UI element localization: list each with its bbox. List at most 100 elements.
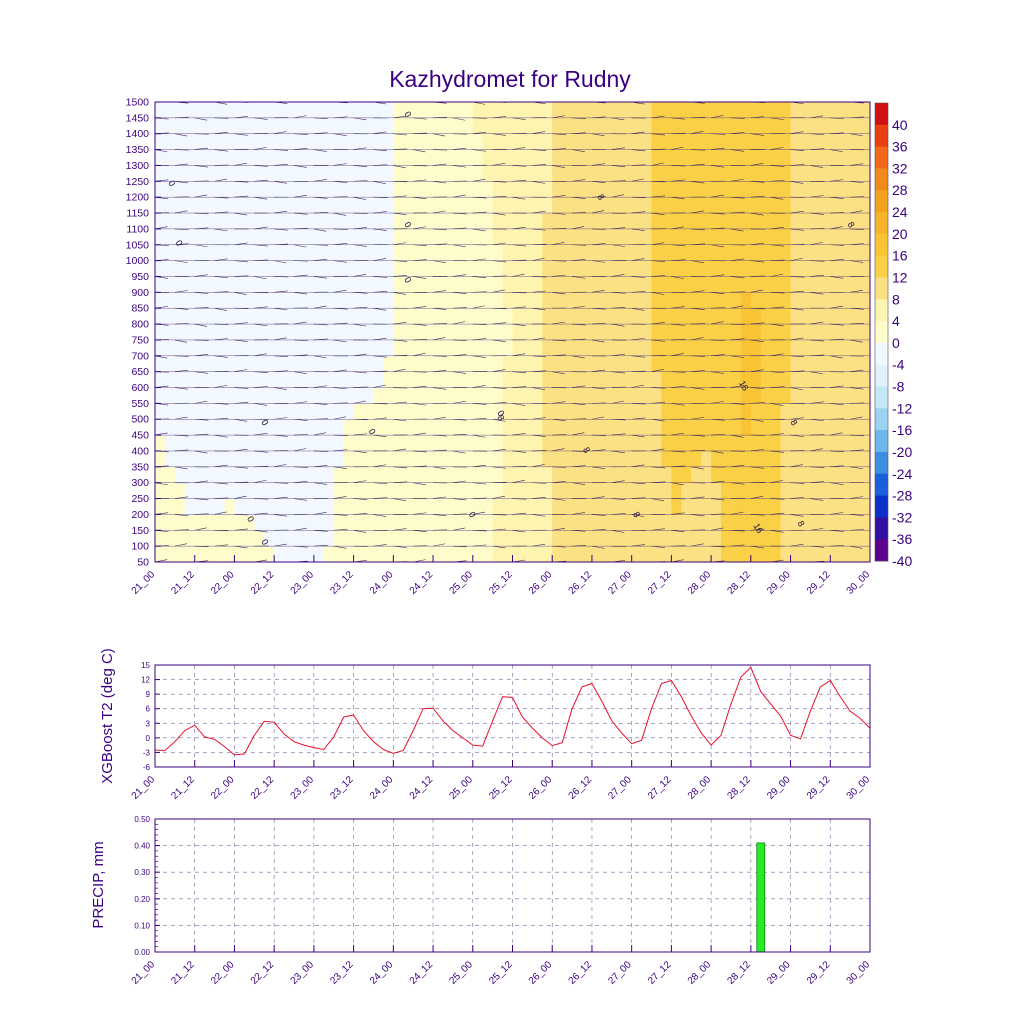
heatmap-cell [482, 292, 494, 309]
heatmap-cell [611, 308, 623, 325]
heatmap-cell [512, 498, 524, 516]
heatmap-cell [552, 244, 563, 262]
heatmap-cell [343, 514, 355, 531]
heatmap-cell [164, 260, 176, 278]
heatmap-cell [671, 466, 682, 484]
heatmap-cell [472, 387, 484, 404]
wind-barb [572, 149, 585, 152]
wind-barb [631, 544, 645, 547]
heatmap-y-tick-label: 1300 [126, 160, 150, 172]
heatmap-cell [730, 197, 742, 214]
heatmap-cell [730, 482, 742, 500]
heatmap-cell [502, 530, 514, 547]
heatmap-cell [760, 117, 772, 135]
contour-label: 8 [796, 519, 807, 528]
heatmap-cell [234, 165, 245, 182]
wind-barb [532, 543, 546, 547]
heatmap-cell [264, 403, 275, 420]
wind-barb [293, 418, 308, 421]
wind-barb [651, 275, 666, 277]
heatmap-cell [343, 403, 355, 420]
wind-barb [512, 450, 526, 453]
heatmap-y-tick-label: 300 [131, 477, 149, 489]
heatmap-cell [860, 546, 870, 562]
heatmap-cell [155, 292, 166, 309]
heatmap-cell [770, 133, 782, 151]
heatmap-cell [164, 308, 176, 325]
heatmap-cell [691, 387, 702, 404]
heatmap-cell [303, 165, 315, 182]
heatmap-cell [174, 308, 186, 325]
heatmap-cell [621, 292, 633, 309]
heatmap-cell [740, 403, 752, 420]
heatmap-cell [552, 498, 563, 516]
heatmap-cell [254, 419, 265, 436]
wind-barb [274, 434, 288, 437]
wind-barb [691, 355, 706, 357]
wind-barb [770, 353, 784, 357]
heatmap-cell [810, 339, 821, 357]
wind-barb [552, 195, 566, 198]
heatmap-cell [860, 165, 870, 182]
heatmap-cell [651, 546, 663, 562]
heatmap-cell [850, 324, 861, 341]
heatmap-cell [264, 213, 275, 230]
wind-barb [591, 243, 606, 246]
heatmap-cell [730, 435, 742, 452]
wind-barb [214, 403, 229, 405]
heatmap-cell [582, 133, 593, 151]
heatmap-cell [810, 403, 821, 420]
wind-barb [790, 514, 804, 517]
heatmap-cell [234, 355, 245, 373]
wind-barb [293, 292, 308, 295]
heatmap-cell [403, 213, 414, 230]
wind-barb [492, 481, 507, 483]
wind-barb [214, 131, 228, 135]
heatmap-cell [284, 149, 295, 167]
heatmap-cell [284, 102, 295, 119]
wind-barb [234, 195, 249, 198]
heatmap-cell [174, 324, 186, 341]
heatmap-cell [840, 339, 851, 357]
wind-barb [691, 337, 704, 341]
heatmap-cell [591, 133, 603, 151]
heatmap-cell [840, 530, 851, 547]
wind-barb [512, 117, 526, 120]
heatmap-cell [204, 308, 216, 325]
heatmap-cell [184, 403, 196, 420]
wind-barb [611, 292, 626, 294]
heatmap-cell [502, 546, 514, 562]
heatmap-cell [214, 466, 226, 484]
t2-x-tick-label: 21_12 [169, 774, 197, 802]
wind-barb [532, 387, 545, 390]
heatmap-cell [224, 546, 236, 562]
heatmap-cell [701, 530, 712, 547]
heatmap-cell [591, 324, 603, 341]
wind-barb [750, 369, 764, 372]
wind-barb [254, 353, 267, 357]
heatmap-x-tick-label: 27_12 [646, 569, 674, 597]
heatmap-cell [681, 102, 692, 119]
heatmap-cell [184, 546, 196, 562]
heatmap-cell [591, 403, 603, 420]
wind-barb [313, 482, 327, 485]
heatmap-cell [423, 260, 434, 278]
heatmap-cell [194, 514, 206, 531]
t2-y-tick-label: 15 [141, 661, 150, 670]
heatmap-cell [770, 355, 782, 373]
heatmap-cell [264, 482, 275, 500]
heatmap-cell [611, 482, 623, 500]
heatmap-cell [820, 482, 831, 500]
wind-barb [413, 276, 426, 279]
heatmap-cell [373, 450, 385, 468]
wind-barb [512, 196, 526, 200]
heatmap-cell [522, 102, 533, 119]
heatmap-cell [512, 260, 524, 278]
heatmap-cell [413, 482, 424, 500]
wind-barb [671, 132, 686, 135]
heatmap-cell [482, 530, 494, 547]
heatmap-cell [542, 244, 553, 262]
heatmap-cell [214, 228, 226, 246]
wind-barb [671, 259, 686, 261]
